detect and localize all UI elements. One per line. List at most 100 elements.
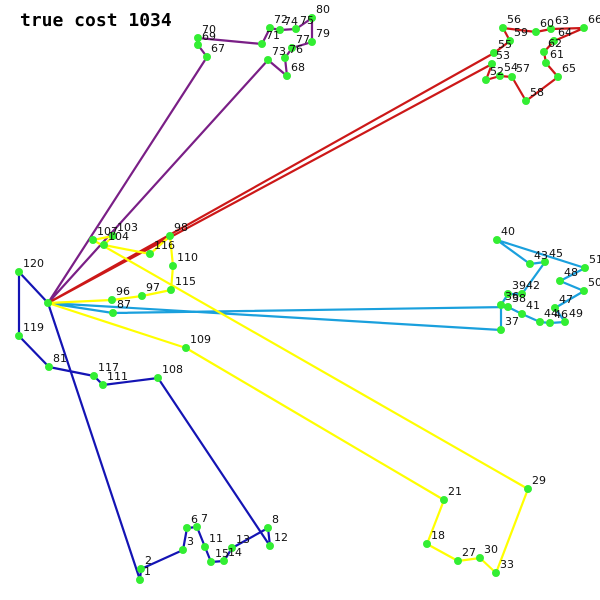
node-29 — [524, 485, 532, 493]
node-label-45: 45 — [549, 247, 563, 260]
node-label-73: 73 — [272, 45, 286, 58]
node-97 — [138, 292, 146, 300]
node-27 — [454, 557, 462, 565]
node-label-69: 69 — [202, 30, 216, 43]
node-label-50: 50 — [588, 276, 600, 289]
node-label-56: 56 — [507, 13, 521, 26]
node-40 — [493, 236, 501, 244]
node-label-74: 74 — [284, 15, 298, 28]
node-13 — [228, 544, 236, 552]
node-label-111: 111 — [107, 370, 128, 383]
node-81 — [45, 363, 53, 371]
node-65 — [554, 73, 562, 81]
node-54 — [496, 72, 504, 80]
node-label-54: 54 — [504, 61, 518, 74]
node-label-1: 1 — [144, 565, 151, 578]
node-59 — [506, 37, 514, 45]
node-55 — [490, 49, 498, 57]
node-label-87: 87 — [117, 298, 131, 311]
node-label-39: 39 — [512, 279, 526, 292]
node-103 — [109, 232, 117, 240]
node-87 — [109, 309, 117, 317]
node-label-59: 59 — [514, 26, 528, 39]
node-6 — [183, 524, 191, 532]
node-label-27: 27 — [462, 546, 476, 559]
node-49 — [561, 318, 569, 326]
node-98 — [166, 232, 174, 240]
node-label-68: 68 — [291, 61, 305, 74]
node-109 — [182, 344, 190, 352]
node-74 — [276, 26, 284, 34]
node-47 — [551, 304, 559, 312]
node-67 — [203, 53, 211, 61]
node-label-58: 58 — [530, 86, 544, 99]
node-label-79: 79 — [316, 27, 330, 40]
node-48 — [556, 277, 564, 285]
node-119 — [15, 332, 23, 340]
node-label-52: 52 — [490, 65, 504, 78]
node-label-65: 65 — [562, 62, 576, 75]
nodes-layer — [15, 14, 589, 584]
node-30 — [476, 554, 484, 562]
node-label-42: 42 — [526, 279, 540, 292]
node-107 — [89, 236, 97, 244]
node-60 — [532, 28, 540, 36]
node-label-103: 103 — [117, 221, 138, 234]
node-57 — [508, 73, 516, 81]
node-label-96: 96 — [116, 285, 130, 298]
node-label-98: 98 — [174, 221, 188, 234]
node-label-57: 57 — [516, 62, 530, 75]
node-56 — [499, 24, 507, 32]
node-64 — [550, 37, 558, 45]
node-label-107: 107 — [97, 225, 118, 238]
node-72 — [266, 24, 274, 32]
node-110 — [169, 262, 177, 270]
node-69 — [194, 41, 202, 49]
node-80 — [308, 14, 316, 22]
node-label-3: 3 — [187, 535, 194, 548]
node-75 — [292, 25, 300, 33]
node-76 — [281, 54, 289, 62]
node-label-41: 41 — [526, 299, 540, 312]
node-label-120: 120 — [23, 257, 44, 270]
node-46 — [546, 319, 554, 327]
node-7 — [193, 523, 201, 531]
node-label-119: 119 — [23, 321, 44, 334]
node-111 — [99, 381, 107, 389]
node-label-2: 2 — [145, 554, 152, 567]
node-label-63: 63 — [555, 14, 569, 27]
node-37 — [497, 326, 505, 334]
node-label-46: 46 — [554, 308, 568, 321]
node-label-116: 116 — [154, 239, 175, 252]
node-label-109: 109 — [190, 333, 211, 346]
route-5 — [17, 270, 272, 582]
node-label-81: 81 — [53, 352, 67, 365]
node-45 — [541, 258, 549, 266]
node-18 — [423, 540, 431, 548]
node-label-62: 62 — [548, 37, 562, 50]
node-label-117: 117 — [98, 361, 119, 374]
node-44 — [536, 318, 544, 326]
node-label-29: 29 — [532, 474, 546, 487]
node-label-13: 13 — [236, 533, 250, 546]
node-label-97: 97 — [146, 281, 160, 294]
node-115 — [167, 286, 175, 294]
node-63 — [547, 25, 555, 33]
node-1 — [136, 576, 144, 584]
node-label-60: 60 — [540, 17, 554, 30]
node-label-33: 33 — [500, 558, 514, 571]
node-label-15: 15 — [215, 547, 229, 560]
node-label-66: 66 — [588, 13, 600, 26]
node-label-30: 30 — [484, 543, 498, 556]
node-label-80: 80 — [316, 3, 330, 16]
node-label-53: 53 — [496, 49, 510, 62]
node-label-61: 61 — [550, 48, 564, 61]
node-label-44: 44 — [544, 307, 558, 320]
node-label-64: 64 — [558, 26, 572, 39]
node-11 — [201, 543, 209, 551]
node-label-71: 71 — [266, 29, 280, 42]
node-12 — [266, 542, 274, 550]
route-4 — [47, 234, 530, 575]
